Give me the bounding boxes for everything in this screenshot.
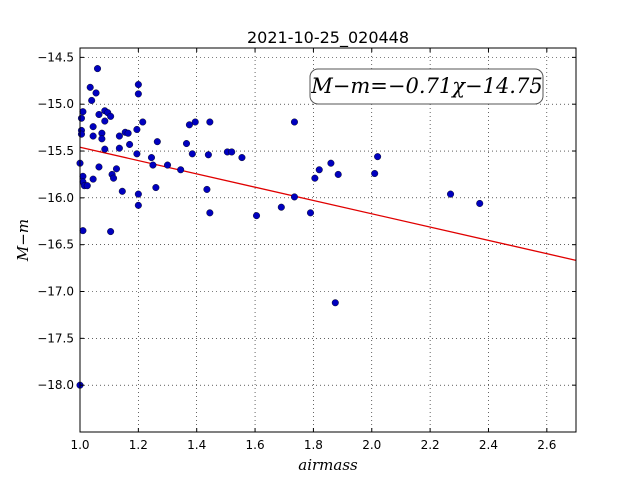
data-point xyxy=(77,130,85,138)
data-point xyxy=(133,125,141,133)
data-point xyxy=(101,117,109,125)
y-tick-label: −17.0 xyxy=(37,285,74,299)
data-point xyxy=(101,145,109,153)
y-tick-label: −16.0 xyxy=(37,191,74,205)
data-point xyxy=(95,110,103,118)
annotation-frame xyxy=(309,68,544,105)
data-point xyxy=(253,212,261,220)
data-point xyxy=(134,201,142,209)
data-point xyxy=(315,166,323,174)
data-point xyxy=(79,108,87,116)
data-point xyxy=(139,118,147,126)
data-point xyxy=(238,154,246,162)
data-point xyxy=(107,228,115,236)
y-tick-label: −15.5 xyxy=(37,144,74,158)
data-point xyxy=(182,140,190,148)
data-point xyxy=(228,148,236,156)
data-point xyxy=(191,118,199,126)
data-point xyxy=(371,170,379,178)
data-point xyxy=(126,140,134,148)
data-point xyxy=(306,209,314,217)
data-point xyxy=(185,121,193,129)
data-point xyxy=(331,299,339,307)
data-point xyxy=(115,144,123,152)
y-tick-label: −15.0 xyxy=(37,97,74,111)
data-point xyxy=(107,112,115,120)
data-point xyxy=(277,203,285,211)
x-tick-label: 1.0 xyxy=(70,438,89,452)
x-tick-label: 2.6 xyxy=(537,438,556,452)
x-tick-label: 1.2 xyxy=(129,438,148,452)
data-point xyxy=(447,190,455,198)
annotation-text: M−m=−0.71χ−14.75 xyxy=(310,74,542,98)
data-point xyxy=(204,151,212,159)
data-point xyxy=(89,123,97,131)
data-point xyxy=(79,227,87,235)
fit-line-group xyxy=(79,146,577,261)
x-tick-label: 2.2 xyxy=(421,438,440,452)
data-point xyxy=(206,209,214,217)
data-point xyxy=(77,114,85,122)
data-point xyxy=(327,159,335,167)
data-point xyxy=(124,129,132,137)
data-point xyxy=(374,153,382,161)
data-point xyxy=(94,65,102,73)
data-point xyxy=(164,161,172,169)
x-tick-label: 1.4 xyxy=(187,438,206,452)
data-point xyxy=(118,187,126,195)
x-tick-label: 1.6 xyxy=(246,438,265,452)
data-point xyxy=(290,118,298,126)
data-point xyxy=(334,170,342,178)
data-point xyxy=(147,154,155,162)
data-point xyxy=(83,182,91,190)
annotation-box: M−m=−0.71χ−14.75 xyxy=(309,68,544,105)
data-point xyxy=(177,166,185,174)
data-point xyxy=(95,163,103,171)
data-point xyxy=(115,132,123,140)
data-point xyxy=(134,90,142,98)
y-tick-label: −14.5 xyxy=(37,50,74,64)
data-point xyxy=(88,96,96,104)
data-point xyxy=(290,193,298,201)
data-point xyxy=(86,83,94,91)
data-point xyxy=(89,175,97,183)
axis-ticks: 1.0 1.2 1.4 1.6 1.8 2.0 2.2 2.4 2.6 −14.5 −15.0 −15… xyxy=(37,48,576,452)
x-axis-label: airmass xyxy=(298,456,358,474)
data-point xyxy=(98,135,106,143)
y-tick-label: −17.5 xyxy=(37,331,74,345)
data-point xyxy=(134,81,142,89)
x-tick-label: 2.0 xyxy=(362,438,381,452)
y-tick-label: −16.5 xyxy=(37,238,74,252)
x-tick-label: 2.4 xyxy=(479,438,498,452)
data-point xyxy=(203,185,211,193)
data-point xyxy=(188,150,196,158)
data-point xyxy=(206,118,214,126)
data-point xyxy=(134,190,142,198)
y-tick-label: −18.0 xyxy=(37,378,74,392)
data-point xyxy=(89,132,97,140)
data-point xyxy=(110,174,118,182)
data-point xyxy=(133,150,141,158)
x-tick-label: 1.8 xyxy=(304,438,323,452)
data-point xyxy=(92,89,100,97)
fit-line xyxy=(79,146,577,261)
plot-frame xyxy=(79,47,577,433)
data-point xyxy=(153,138,161,146)
chart-title: 2021-10-25_020448 xyxy=(247,28,409,48)
data-point xyxy=(152,184,160,192)
y-axis-label: M−m xyxy=(14,219,32,262)
data-point xyxy=(476,199,484,207)
data-point xyxy=(149,161,157,169)
data-point xyxy=(112,165,120,173)
data-point xyxy=(311,174,319,182)
